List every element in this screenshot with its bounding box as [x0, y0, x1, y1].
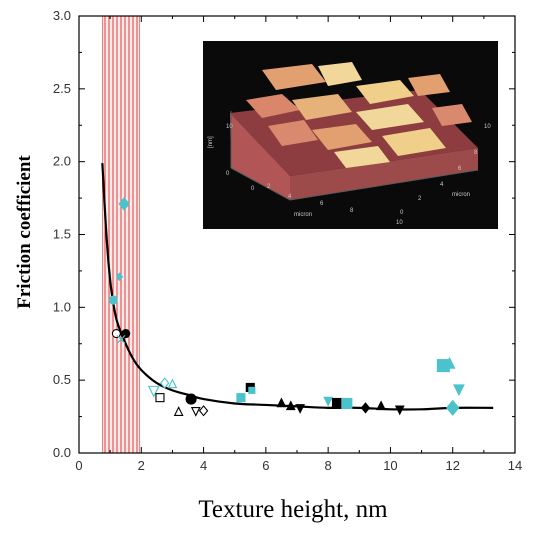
- data-point-circle: [185, 393, 197, 405]
- data-point-square: [155, 393, 165, 403]
- data-point-circle: [111, 329, 121, 339]
- data-markers: [108, 197, 465, 417]
- data-point-square: [331, 397, 344, 410]
- data-point-triangle: [285, 400, 296, 411]
- inset-tick-label: 10: [484, 124, 491, 130]
- x-axis-title: Texture height, nm: [198, 496, 388, 523]
- inset-tick-label: 0: [251, 186, 255, 192]
- inset-tick-label: 0: [400, 210, 404, 216]
- x-tick-label: 4: [200, 458, 207, 473]
- inset-axis-label: [nm]: [208, 136, 214, 148]
- data-point-triangle: [167, 378, 178, 389]
- data-point-triangle-down: [394, 405, 405, 416]
- x-tick-label: 10: [383, 458, 397, 473]
- data-point-diamond: [159, 377, 170, 389]
- data-point-triangle: [173, 406, 184, 416]
- data-point-diamond: [118, 197, 130, 211]
- data-point-triangle-down: [323, 396, 334, 407]
- x-tick-label: 6: [262, 458, 269, 473]
- x-tick-label: 12: [445, 458, 459, 473]
- data-point-square: [341, 397, 353, 410]
- inset-tick-label: 8: [474, 150, 478, 156]
- inset-axis-label: micron: [294, 212, 312, 218]
- y-tick-label: 1.0: [53, 299, 71, 314]
- data-point-circle: [121, 329, 131, 339]
- y-tick-label: 2.5: [53, 81, 71, 96]
- inset-tick-label: 0: [226, 171, 230, 177]
- inset-tick-label: 10: [396, 220, 403, 226]
- data-point-triangle-down: [190, 407, 201, 417]
- data-point-diamond: [115, 272, 124, 282]
- data-point-diamond: [198, 405, 209, 417]
- data-point-triangle: [376, 400, 386, 411]
- x-tick-label: 8: [325, 458, 332, 473]
- plot-frame: [78, 15, 516, 454]
- data-point-triangle-down: [147, 385, 160, 398]
- data-point-square: [236, 393, 246, 403]
- inset-tick-label: 8: [350, 208, 354, 214]
- data-point-x: [116, 334, 126, 344]
- inset-tick-label: 2: [267, 184, 271, 190]
- inset-axis-label: micron: [452, 192, 470, 198]
- afm-inset: 0 2 4 6 8 10 0 2 4 6 8 10 0 10 micron mi…: [203, 41, 498, 229]
- x-tick-label: 2: [138, 458, 145, 473]
- data-point-diamond: [445, 399, 460, 416]
- x-tick-label: 0: [75, 458, 82, 473]
- data-point-circle: [108, 295, 118, 305]
- y-tick-label: 0.5: [53, 372, 71, 387]
- y-tick-label: 2.0: [53, 154, 71, 169]
- y-tick-label: 1.5: [53, 227, 71, 242]
- afm-surface: [230, 62, 479, 201]
- data-point-square: [248, 386, 256, 394]
- data-point-triangle: [276, 397, 287, 408]
- inset-tick-label: 6: [458, 166, 462, 172]
- x-tick-label: 14: [508, 458, 522, 473]
- inset-tick-label: 4: [288, 194, 292, 200]
- inset-tick-label: 2: [418, 196, 422, 202]
- inset-tick-label: 6: [320, 201, 324, 207]
- shaded-region: [102, 15, 141, 454]
- data-point-diamond: [360, 402, 371, 414]
- data-point-triangle-down: [453, 384, 465, 397]
- inset-tick-label: 10: [226, 124, 233, 130]
- y-tick-label: 3.0: [53, 8, 71, 23]
- y-axis-title: Friction coefficient: [14, 155, 35, 309]
- inset-tick-label: 4: [440, 182, 444, 188]
- y-tick-label: 0.0: [53, 445, 71, 460]
- data-point-triangle-down: [295, 404, 306, 414]
- data-point-triangle: [443, 356, 456, 369]
